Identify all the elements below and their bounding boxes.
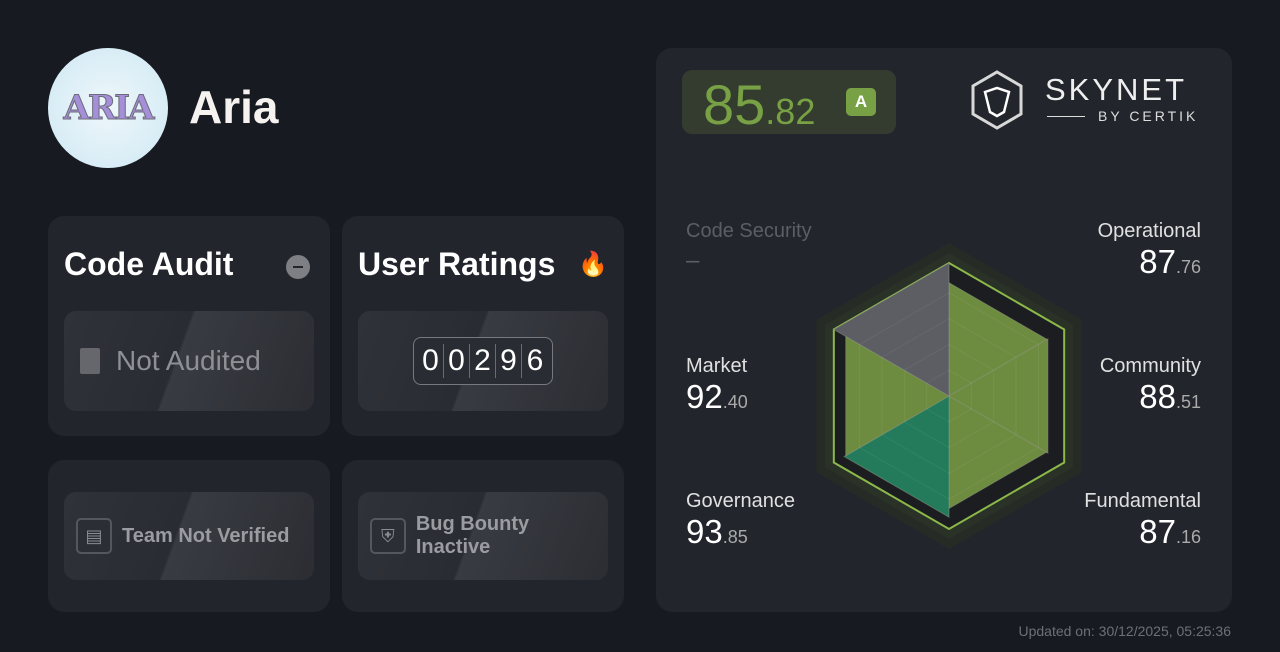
category-value-dec: .40 (722, 392, 748, 412)
category-value: – (686, 247, 700, 274)
score-dec: .82 (765, 91, 816, 132)
id-card-icon: ▤ (76, 518, 112, 554)
minus-circle-icon (286, 255, 310, 279)
audit-document-icon (80, 348, 100, 374)
team-card[interactable]: ▤ Team Not Verified (48, 460, 330, 612)
category-value-dec: .16 (1175, 527, 1201, 547)
digit: 9 (496, 344, 522, 378)
category-value-int: 88 (1139, 378, 1176, 415)
skynet-logo-icon (971, 70, 1023, 130)
category-label: Fundamental (1084, 490, 1201, 512)
category-value-dec: .76 (1175, 257, 1201, 277)
digit: 0 (418, 344, 444, 378)
category-operational: Operational 87.76 (1098, 220, 1201, 281)
grade-badge: A (846, 88, 876, 116)
user-ratings-title: User Ratings (358, 246, 556, 282)
radar-gridline (903, 343, 995, 449)
audit-status: Not Audited (116, 345, 261, 376)
category-label: Operational (1097, 220, 1201, 242)
category-value-int: 93 (686, 513, 723, 550)
category-label: Governance (686, 490, 795, 512)
code-audit-card[interactable]: Code Audit Not Audited (48, 216, 330, 436)
project-name: Aria (189, 81, 279, 133)
user-ratings-card[interactable]: User Ratings 🔥 0 0 2 9 6 (342, 216, 624, 436)
category-value-dec: .85 (722, 527, 748, 547)
digit: 2 (470, 344, 496, 378)
category-community: Community 88.51 (1100, 355, 1201, 416)
category-label: Community (1099, 355, 1201, 377)
updated-timestamp: Updated on: 30/12/2025, 05:25:36 (1018, 623, 1231, 639)
category-fundamental: Fundamental 87.16 (1084, 490, 1201, 551)
category-value-dec: .51 (1175, 392, 1201, 412)
category-governance: Governance 93.85 (686, 490, 795, 551)
brand-divider (1047, 116, 1085, 117)
category-value-int: 92 (686, 378, 723, 415)
radar-gridline (926, 369, 972, 423)
score-int: 85 (703, 73, 766, 136)
overall-score: 85.82 A (682, 70, 896, 136)
category-value-int: 87 (1139, 513, 1176, 550)
bug-bounty-card[interactable]: ⛨ Bug Bounty Inactive (342, 460, 624, 612)
fire-icon: 🔥 (578, 251, 608, 278)
radar-chart (816, 243, 1082, 549)
digit: 0 (444, 344, 470, 378)
skynet-score-panel: 85.82 A SKYNET BY CERTIK Code Security –… (656, 48, 1232, 612)
project-logo: ARIA (48, 48, 168, 168)
radar-gridline (881, 318, 1017, 474)
shield-icon: ⛨ (370, 518, 406, 554)
radar-gridline (859, 292, 1039, 500)
bug-bounty-status: Bug Bounty Inactive (415, 513, 530, 558)
code-audit-title: Code Audit (64, 246, 234, 282)
radar-sector-code-security (832, 262, 950, 397)
brand-sub: BY CERTIK (1098, 108, 1199, 124)
ratings-counter: 0 0 2 9 6 (413, 337, 553, 385)
category-market: Market 92.40 (686, 355, 748, 416)
category-code-security: Code Security – (686, 220, 812, 275)
team-status: Team Not Verified (122, 524, 290, 547)
category-label: Market (686, 355, 748, 377)
digit: 6 (526, 344, 544, 377)
category-value-int: 87 (1139, 243, 1176, 280)
brand-name: SKYNET (1045, 72, 1188, 107)
category-label: Code Security (686, 220, 812, 242)
